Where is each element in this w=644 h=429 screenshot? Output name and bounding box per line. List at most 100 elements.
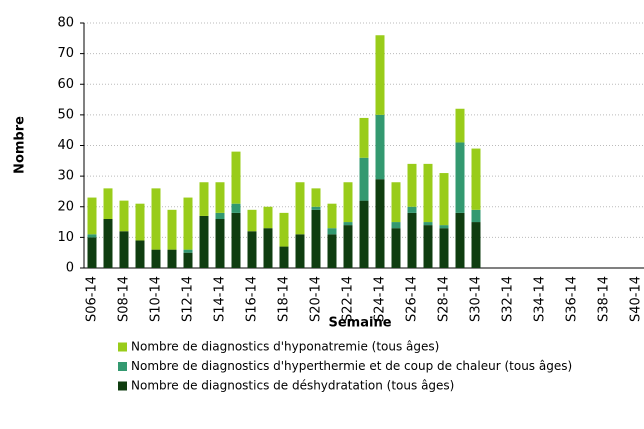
bar-segment (391, 222, 401, 229)
x-tick-label: S06-14 (85, 276, 100, 322)
y-tick-label: 20 (57, 199, 74, 214)
bar-segment (247, 209, 257, 232)
x-tick-label: S32-14 (501, 276, 516, 322)
bar-segment (215, 212, 225, 219)
bar-segment (375, 35, 385, 115)
bar-segment (327, 203, 337, 229)
bar-segment (167, 209, 177, 250)
bar-segment (231, 151, 241, 204)
bar-segment (199, 182, 209, 216)
bar-segment (327, 234, 337, 268)
legend-swatch (118, 381, 127, 391)
x-tick-label: S40-14 (629, 276, 644, 322)
legend-label: Nombre de diagnostics d'hyperthermie et … (131, 359, 572, 373)
bar-segment (183, 197, 193, 250)
x-tick-label: S26-14 (405, 276, 420, 322)
bar-segment (311, 188, 321, 207)
x-tick-label: S18-14 (277, 276, 292, 322)
bar-segment (183, 249, 193, 253)
y-tick-label: 80 (57, 16, 74, 31)
bar-segment (215, 219, 225, 268)
y-tick-label: 50 (57, 107, 74, 122)
bar-segment (135, 240, 145, 268)
x-tick-label: S22-14 (341, 276, 356, 322)
bar-segment (343, 222, 353, 226)
bar-segment (359, 200, 369, 268)
x-tick-label: S38-14 (597, 276, 612, 322)
bar-segment (455, 212, 465, 268)
bar-segment (471, 148, 481, 210)
bar-segment (279, 212, 289, 247)
bar-segment (119, 200, 129, 232)
bar-segment (471, 222, 481, 268)
bar-segment (87, 197, 97, 235)
x-tick-label: S14-14 (213, 276, 228, 322)
bar-segment (455, 108, 465, 143)
y-tick-label: 30 (57, 169, 74, 184)
bar-segment (151, 249, 161, 268)
x-tick-label: S16-14 (245, 276, 260, 322)
bar-segment (167, 249, 177, 268)
legend-swatch (118, 362, 127, 371)
bar-segment (423, 163, 433, 223)
legend-swatch (118, 342, 127, 352)
bar-segment (439, 173, 449, 226)
x-tick-label: S24-14 (373, 276, 388, 322)
y-axis-title: Nombre (13, 116, 28, 174)
bar-segment (295, 182, 305, 235)
bar-segment (471, 209, 481, 223)
bar-segment (423, 225, 433, 268)
bar-segment (215, 182, 225, 213)
bar-segment (439, 228, 449, 268)
bar-segment (375, 114, 385, 180)
y-tick-label: 60 (57, 77, 74, 92)
bar-segment (359, 157, 369, 201)
bar-segment (135, 203, 145, 241)
bar-segment (455, 142, 465, 213)
x-tick-label: S36-14 (565, 276, 580, 322)
bar-segment (247, 231, 257, 268)
y-tick-label: 70 (57, 46, 74, 61)
x-tick-label: S20-14 (309, 276, 324, 322)
x-tick-label: S10-14 (149, 276, 164, 322)
x-tick-label: S28-14 (437, 276, 452, 322)
bar-segment (231, 203, 241, 213)
bar-segment (87, 237, 97, 268)
y-tick-label: 10 (57, 230, 74, 245)
x-axis-title: Semaine (328, 316, 391, 331)
bar-segment (423, 222, 433, 226)
bar-segment (343, 225, 353, 268)
x-tick-label: S30-14 (469, 276, 484, 322)
bar-segment (391, 182, 401, 223)
x-tick-label: S34-14 (533, 276, 548, 322)
bar-segment (391, 228, 401, 268)
bar-segment (407, 212, 417, 268)
bar-segment (263, 228, 273, 268)
bar-segment (375, 179, 385, 268)
bar-segment (119, 231, 129, 268)
bar-segment (183, 252, 193, 268)
bar-segment (279, 246, 289, 268)
bar-segment (103, 219, 113, 268)
legend-label: Nombre de diagnostics d'hyponatremie (to… (131, 340, 439, 354)
y-tick-label: 0 (66, 261, 74, 276)
bar-segment (439, 225, 449, 229)
bar-segment (151, 188, 161, 250)
x-tick-label: S08-14 (117, 276, 132, 322)
bar-segment (343, 182, 353, 223)
bar-segment (359, 117, 369, 158)
bar-segment (231, 212, 241, 268)
bar-segment (87, 234, 97, 238)
bar-segment (327, 228, 337, 235)
bar-segment (407, 163, 417, 207)
bar-segment (295, 234, 305, 268)
bar-segment (311, 206, 321, 210)
bar-segment (407, 206, 417, 213)
bar-segment (199, 215, 209, 268)
legend-label: Nombre de diagnostics de déshydratation … (131, 379, 454, 393)
bar-segment (263, 206, 273, 229)
x-tick-label: S12-14 (181, 276, 196, 322)
bar-segment (103, 188, 113, 219)
bar-segment (311, 209, 321, 268)
